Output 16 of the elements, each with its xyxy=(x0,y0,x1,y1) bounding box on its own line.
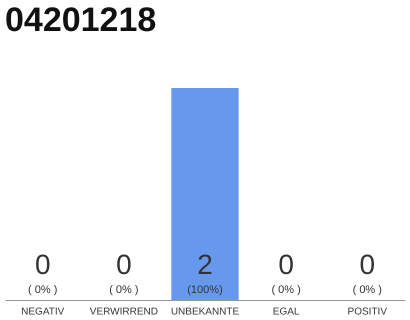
data-label: 0 xyxy=(116,249,132,280)
data-label: 0 xyxy=(278,249,294,280)
annotation: ( 0% ) xyxy=(109,284,139,296)
x-tick-label: POSITIV xyxy=(348,306,388,318)
x-tick-label: NEGATIV xyxy=(21,306,65,318)
annotation: ( 0% ) xyxy=(28,284,58,296)
annotation: (100%) xyxy=(187,284,223,296)
data-label: 0 xyxy=(359,249,376,280)
annotation: ( 0% ) xyxy=(271,284,301,296)
annotation: ( 0% ) xyxy=(352,284,382,296)
data-label: 0 xyxy=(34,249,51,280)
x-tick-label: VERWIRREND xyxy=(90,306,158,318)
x-tick-label: EGAL xyxy=(272,306,300,318)
chart-title: 04201218 xyxy=(5,1,156,39)
data-label: 2 xyxy=(197,249,213,280)
x-tick-label: UNBEKANNTE xyxy=(170,306,240,318)
